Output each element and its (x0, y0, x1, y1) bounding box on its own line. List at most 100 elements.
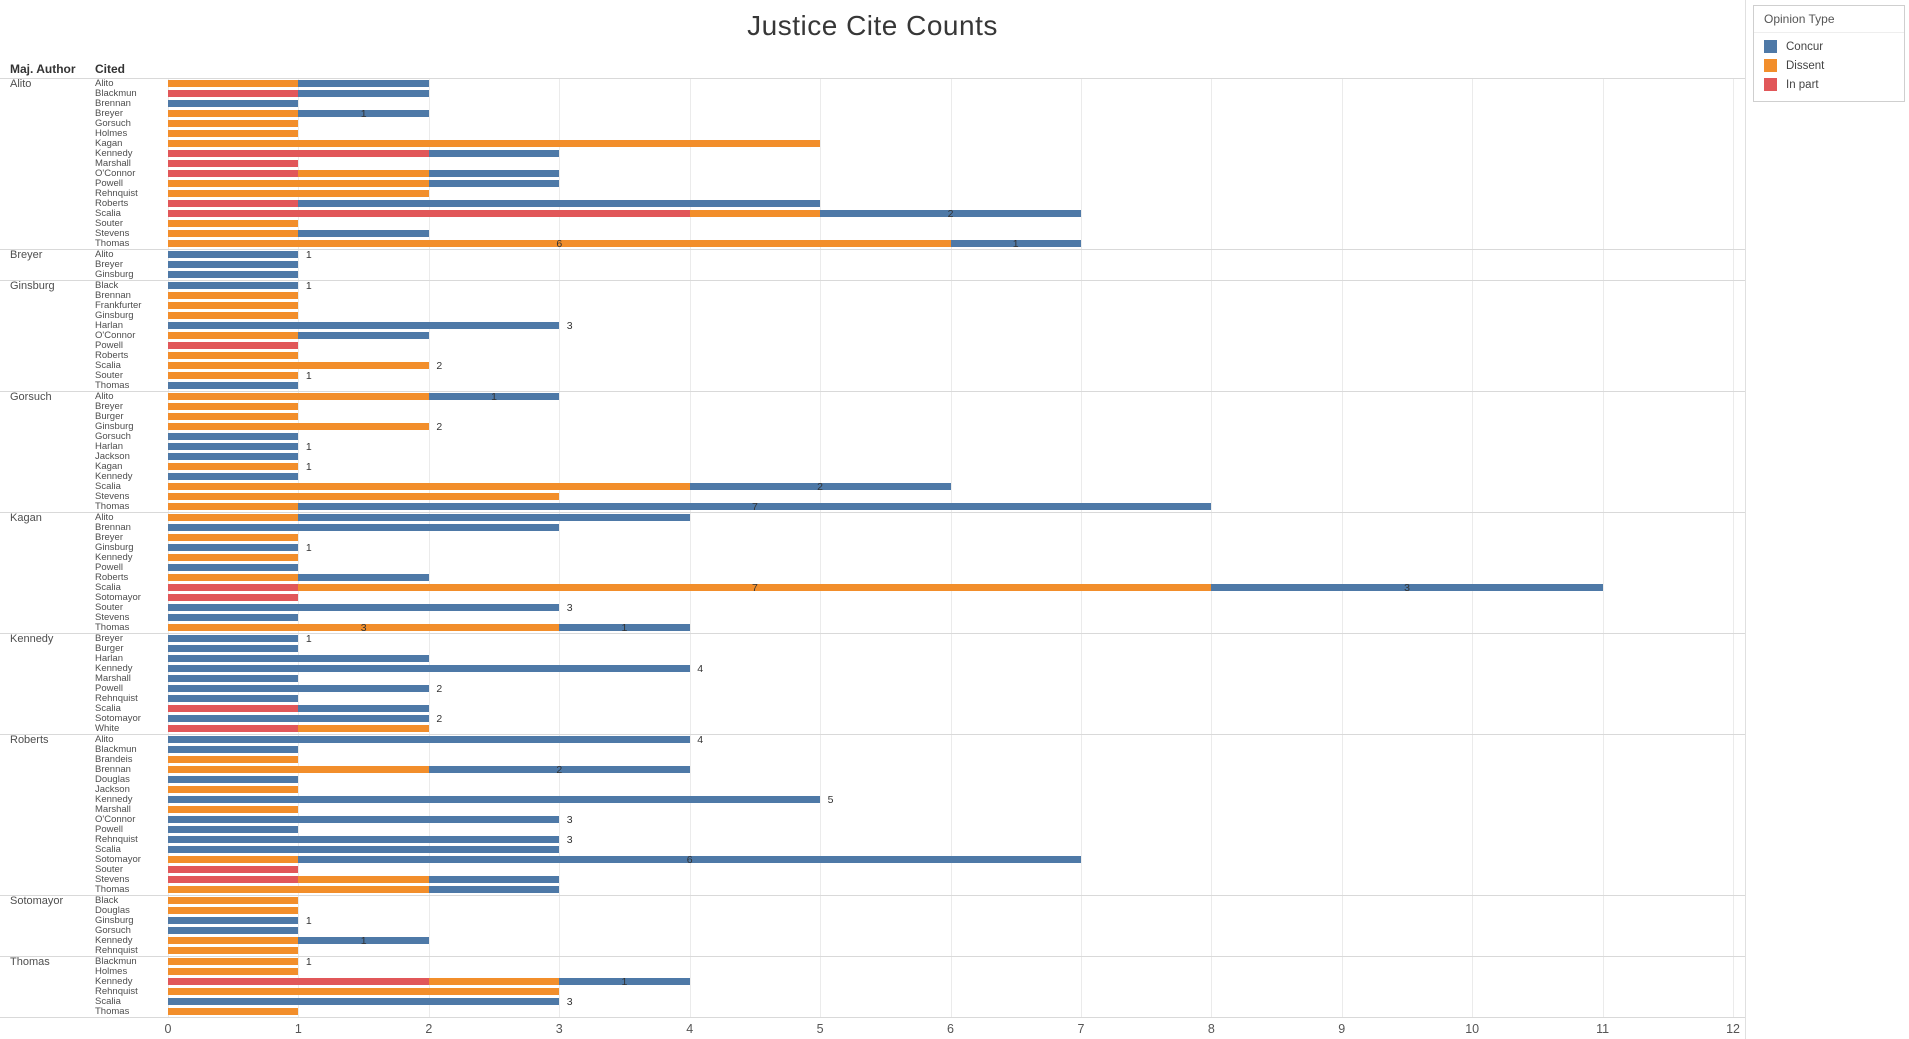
bar-segment-concur[interactable] (168, 100, 299, 107)
bar-segment-dissent[interactable] (168, 886, 429, 893)
bar-segment-dissent[interactable] (298, 170, 429, 177)
bar-segment-inpart[interactable] (168, 866, 299, 873)
bar-segment-concur[interactable] (168, 261, 299, 268)
bar-segment-dissent[interactable] (168, 352, 299, 359)
bar-segment-dissent[interactable] (168, 766, 429, 773)
bar-segment-dissent[interactable] (168, 947, 299, 954)
bar-segment-concur[interactable] (298, 937, 429, 944)
bar-segment-concur[interactable] (820, 210, 1081, 217)
bar-segment-concur[interactable] (298, 705, 429, 712)
bar-segment-dissent[interactable] (168, 423, 429, 430)
bar-segment-concur[interactable] (298, 332, 429, 339)
bar-segment-concur[interactable] (298, 230, 429, 237)
bar-segment-dissent[interactable] (168, 534, 299, 541)
bar-segment-dissent[interactable] (168, 574, 299, 581)
bar-segment-inpart[interactable] (168, 705, 299, 712)
bar-segment-dissent[interactable] (298, 584, 1212, 591)
bar-segment-concur[interactable] (298, 110, 429, 117)
bar-segment-concur[interactable] (168, 443, 299, 450)
bar-segment-concur[interactable] (168, 655, 429, 662)
bar-segment-dissent[interactable] (428, 978, 560, 985)
bar-segment-concur[interactable] (559, 624, 690, 631)
bar-segment-concur[interactable] (168, 695, 299, 702)
bar-segment-concur[interactable] (428, 766, 690, 773)
bar-segment-concur[interactable] (298, 90, 429, 97)
bar-segment-dissent[interactable] (168, 403, 299, 410)
bar-segment-dissent[interactable] (168, 120, 299, 127)
bar-segment-concur[interactable] (168, 917, 299, 924)
bar-segment-dissent[interactable] (168, 624, 560, 631)
legend-item-dissent[interactable]: Dissent (1754, 56, 1904, 75)
bar-segment-dissent[interactable] (168, 292, 299, 299)
bar-segment-dissent[interactable] (168, 968, 299, 975)
bar-segment-inpart[interactable] (168, 210, 690, 217)
bar-segment-concur[interactable] (428, 150, 560, 157)
bar-segment-concur[interactable] (168, 564, 299, 571)
bar-segment-dissent[interactable] (168, 786, 299, 793)
bar-segment-concur[interactable] (168, 675, 299, 682)
bar-segment-dissent[interactable] (168, 554, 299, 561)
bar-segment-concur[interactable] (168, 604, 560, 611)
bar-segment-dissent[interactable] (168, 332, 299, 339)
bar-segment-concur[interactable] (168, 715, 429, 722)
bar-segment-concur[interactable] (168, 524, 560, 531)
bar-segment-inpart[interactable] (168, 90, 299, 97)
bar-segment-concur[interactable] (168, 645, 299, 652)
bar-segment-concur[interactable] (168, 836, 560, 843)
bar-segment-concur[interactable] (168, 251, 299, 258)
bar-segment-concur[interactable] (428, 170, 560, 177)
bar-segment-dissent[interactable] (168, 907, 299, 914)
bar-segment-concur[interactable] (168, 998, 560, 1005)
bar-segment-concur[interactable] (168, 665, 690, 672)
bar-segment-dissent[interactable] (168, 937, 299, 944)
bar-segment-concur[interactable] (298, 514, 690, 521)
bar-segment-concur[interactable] (168, 846, 560, 853)
bar-segment-concur[interactable] (428, 886, 560, 893)
bar-segment-concur[interactable] (168, 614, 299, 621)
bar-segment-dissent[interactable] (168, 230, 299, 237)
bar-segment-dissent[interactable] (168, 413, 299, 420)
bar-segment-concur[interactable] (168, 927, 299, 934)
bar-segment-dissent[interactable] (168, 190, 429, 197)
bar-segment-inpart[interactable] (168, 584, 299, 591)
bar-segment-inpart[interactable] (168, 876, 299, 883)
bar-segment-dissent[interactable] (168, 372, 299, 379)
bar-segment-concur[interactable] (298, 574, 429, 581)
bar-segment-concur[interactable] (168, 635, 299, 642)
bar-segment-concur[interactable] (168, 322, 560, 329)
bar-segment-dissent[interactable] (168, 393, 429, 400)
bar-segment-dissent[interactable] (168, 302, 299, 309)
bar-segment-concur[interactable] (428, 876, 560, 883)
bar-segment-dissent[interactable] (168, 756, 299, 763)
bar-segment-dissent[interactable] (168, 180, 429, 187)
bar-segment-concur[interactable] (168, 776, 299, 783)
bar-segment-concur[interactable] (168, 453, 299, 460)
bar-segment-dissent[interactable] (168, 312, 299, 319)
bar-segment-inpart[interactable] (168, 200, 299, 207)
bar-segment-concur[interactable] (298, 503, 1212, 510)
bar-segment-concur[interactable] (168, 736, 690, 743)
bar-segment-dissent[interactable] (168, 988, 560, 995)
bar-segment-concur[interactable] (298, 856, 1081, 863)
bar-segment-inpart[interactable] (168, 342, 299, 349)
bar-segment-dissent[interactable] (168, 463, 299, 470)
bar-segment-dissent[interactable] (168, 1008, 299, 1015)
bar-segment-dissent[interactable] (168, 493, 560, 500)
bar-segment-concur[interactable] (428, 180, 560, 187)
bar-segment-concur[interactable] (298, 80, 429, 87)
bar-segment-concur[interactable] (950, 240, 1081, 247)
bar-segment-dissent[interactable] (298, 725, 429, 732)
bar-segment-concur[interactable] (168, 271, 299, 278)
bar-segment-concur[interactable] (168, 746, 299, 753)
bar-segment-dissent[interactable] (168, 503, 299, 510)
bar-segment-concur[interactable] (168, 433, 299, 440)
bar-segment-inpart[interactable] (168, 594, 299, 601)
bar-segment-concur[interactable] (1211, 584, 1603, 591)
legend-item-concur[interactable]: Concur (1754, 37, 1904, 56)
bar-segment-inpart[interactable] (168, 150, 429, 157)
bar-segment-dissent[interactable] (168, 897, 299, 904)
bar-segment-dissent[interactable] (168, 362, 429, 369)
bar-segment-dissent[interactable] (168, 130, 299, 137)
bar-segment-dissent[interactable] (168, 80, 299, 87)
bar-segment-inpart[interactable] (168, 725, 299, 732)
